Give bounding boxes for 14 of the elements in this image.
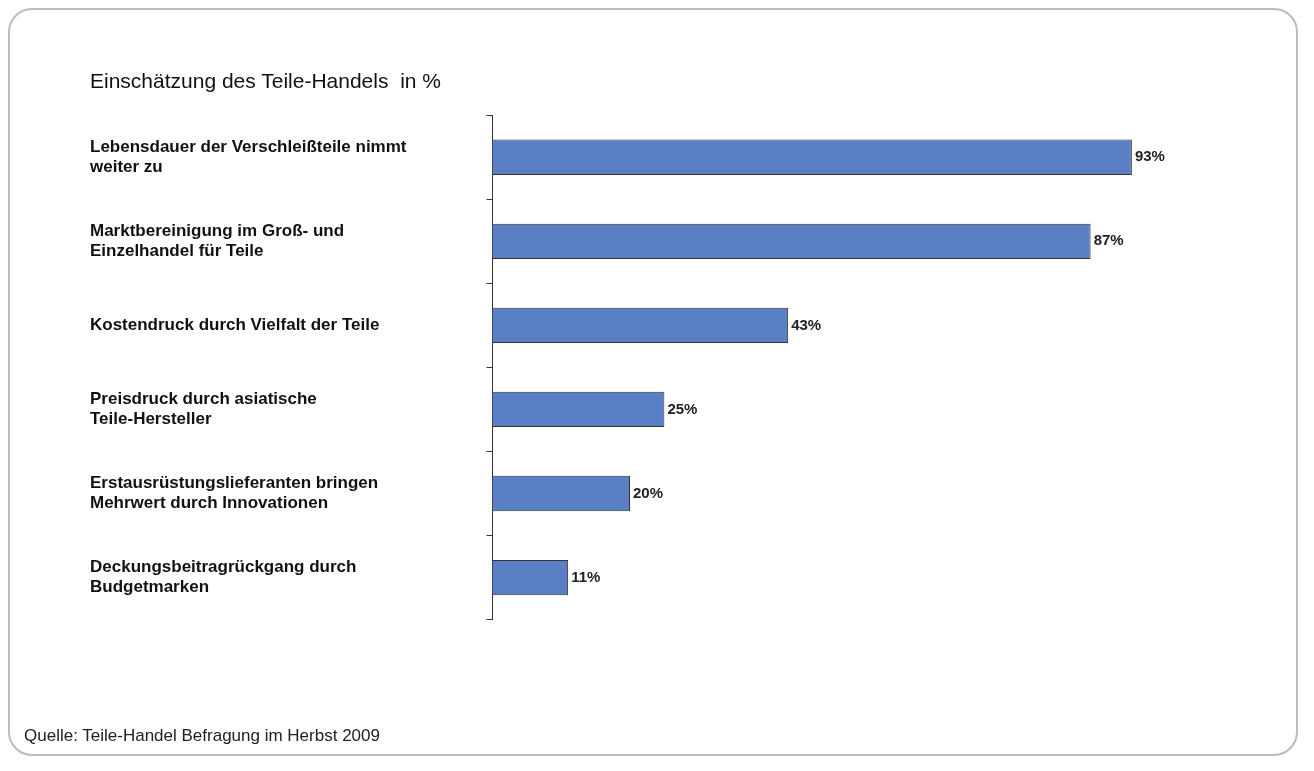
text: Einschätzung des Teile-Handels in % bbox=[90, 69, 441, 93]
y-tick-label: Kostendruck durch Vielfalt der Teile bbox=[90, 315, 380, 335]
source-note: Quelle: Teile-Handel Befragung im Herbst 2009 bbox=[24, 726, 380, 746]
y-tick-label: Deckungsbeitragrückgang durch Budgetmarken bbox=[90, 557, 357, 597]
data-label: 20% bbox=[633, 483, 664, 501]
y-tick-label: Marktbereinigung im Groß- und Einzelhandel für Teile bbox=[90, 220, 345, 261]
data-label: 43% bbox=[791, 315, 822, 333]
y-tick-label: Preisdruck durch asiatische Teile-Hersteller bbox=[90, 388, 317, 429]
data-label: 25% bbox=[667, 399, 698, 417]
y-tick-label: Erstausrüstungslieferanten bringen Mehrwert durch Innovationen bbox=[90, 472, 379, 513]
data-label: 11% bbox=[571, 567, 601, 585]
data-label: 93% bbox=[1134, 147, 1165, 165]
y-tick-label: Lebensdauer der Verschleißteile nimmt weiter zu bbox=[89, 136, 407, 177]
data-label: 87% bbox=[1093, 231, 1124, 249]
